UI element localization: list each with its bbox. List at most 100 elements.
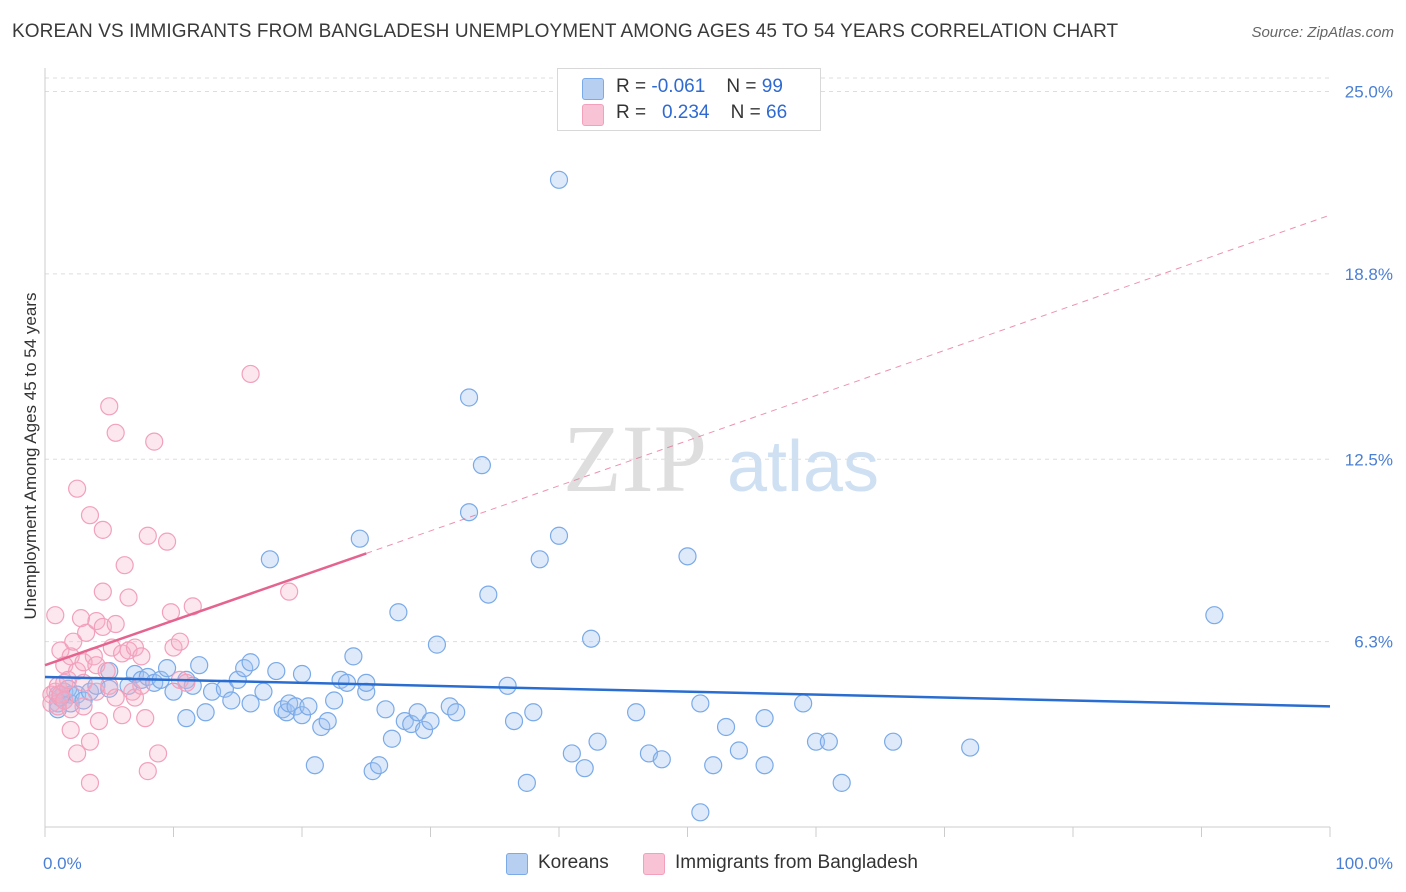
- korean-point: [704, 756, 723, 775]
- bangladesh-point: [157, 532, 177, 551]
- bangladesh-point: [138, 762, 157, 781]
- bangladesh-legend-swatch: [643, 853, 665, 875]
- x-tick-label: 0.0%: [43, 854, 82, 873]
- bangladesh-point: [136, 709, 155, 728]
- korean-point: [228, 670, 247, 690]
- bangladesh-point: [80, 773, 100, 792]
- bangladesh-point: [115, 556, 134, 575]
- bangladesh-point: [93, 582, 112, 601]
- bangladesh-point: [80, 506, 100, 525]
- korean-point: [222, 691, 241, 710]
- legend-label-koreans: Koreans: [538, 852, 609, 873]
- n-value-bangladesh: 66: [766, 102, 788, 123]
- korean-point: [819, 732, 838, 751]
- bangladesh-point: [46, 606, 65, 625]
- bangladesh-point: [280, 582, 299, 601]
- korean-point: [408, 703, 427, 722]
- watermark-atlas: atlas: [727, 427, 879, 507]
- korean-point: [562, 744, 581, 763]
- korean-point: [549, 526, 569, 545]
- bangladesh-point: [119, 588, 138, 607]
- korean-point: [755, 709, 774, 728]
- bangladesh-point: [170, 632, 190, 651]
- korean-point: [691, 694, 710, 713]
- koreans-points: [48, 170, 1224, 822]
- bangladesh-point: [68, 744, 87, 763]
- bangladesh-point: [106, 614, 125, 634]
- korean-point: [370, 756, 389, 775]
- bangladesh-swatch: [582, 104, 604, 126]
- korean-point: [241, 694, 260, 713]
- bangladesh-point: [241, 364, 260, 384]
- korean-point: [716, 717, 736, 737]
- y-tick-label: 25.0%: [1345, 83, 1393, 102]
- korean-point: [678, 547, 697, 566]
- korean-point: [318, 711, 337, 731]
- korean-point: [344, 647, 363, 666]
- korean-point: [883, 732, 903, 751]
- trend-lines: [44, 214, 1331, 708]
- korean-point: [530, 550, 549, 569]
- bangladesh-point: [132, 647, 151, 666]
- korean-point: [517, 773, 536, 792]
- korean-point: [582, 629, 601, 648]
- bangladesh-point: [148, 744, 168, 763]
- korean-point: [357, 673, 376, 692]
- y-axis-label: Unemployment Among Ages 45 to 54 years: [21, 293, 40, 620]
- korean-point: [177, 709, 196, 728]
- korean-point: [427, 635, 447, 654]
- y-tick-label: 18.8%: [1345, 265, 1393, 284]
- y-tick-label: 12.5%: [1345, 450, 1393, 469]
- korean-point: [459, 388, 479, 407]
- bangladesh-point: [93, 520, 112, 539]
- korean-point: [652, 750, 671, 769]
- r-label: R =: [616, 76, 647, 97]
- korean-point: [479, 585, 498, 604]
- bangladesh-point: [64, 632, 83, 651]
- bangladesh-point: [61, 720, 80, 740]
- bangladesh-trend-extension: [366, 214, 1331, 554]
- korean-point: [421, 711, 440, 731]
- bangladesh-point: [145, 432, 164, 451]
- bangladesh-point: [80, 732, 100, 751]
- n-label: N =: [726, 76, 757, 97]
- korean-point: [806, 732, 826, 751]
- bangladesh-point: [177, 673, 196, 692]
- bangladesh-point: [89, 711, 109, 731]
- x-tick-label: 100.0%: [1335, 854, 1393, 873]
- korean-point: [588, 732, 607, 751]
- korean-point: [504, 711, 524, 731]
- korean-point: [832, 773, 851, 792]
- bangladesh-point: [132, 676, 151, 695]
- bangladesh-point: [138, 526, 157, 545]
- bangladesh-point: [87, 656, 106, 675]
- korean-point: [305, 756, 324, 775]
- korean-point: [190, 656, 209, 675]
- watermark-zip: ZIP: [563, 405, 707, 512]
- n-value-koreans: 99: [761, 76, 783, 97]
- korean-point: [691, 803, 710, 822]
- korean-point: [299, 697, 318, 716]
- koreans-legend-swatch: [506, 853, 528, 875]
- y-tick-label: 6.3%: [1354, 633, 1393, 652]
- korean-point: [350, 529, 369, 548]
- bangladesh-point: [112, 706, 132, 725]
- r-label: R =: [616, 102, 647, 123]
- korean-point: [260, 550, 279, 569]
- bangladesh-point: [106, 688, 125, 707]
- korean-point: [241, 653, 260, 672]
- korean-point: [382, 729, 402, 748]
- bangladesh-points: [42, 364, 299, 792]
- korean-point: [325, 691, 344, 710]
- korean-point: [755, 756, 774, 775]
- korean-point: [794, 694, 813, 713]
- r-value-koreans: -0.061: [651, 76, 706, 97]
- bangladesh-point: [100, 397, 119, 416]
- korean-point: [389, 603, 408, 622]
- bangladesh-point: [77, 623, 96, 642]
- korean-point: [254, 682, 273, 701]
- korean-point: [626, 703, 646, 722]
- stats-legend: R = -0.061 N = 99 R = 0.234 N = 66: [557, 68, 821, 131]
- korean-point: [447, 703, 466, 722]
